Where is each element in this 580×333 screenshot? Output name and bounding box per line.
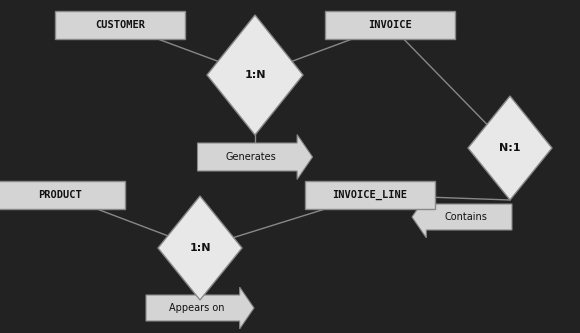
Text: Contains: Contains — [444, 212, 487, 222]
Text: Generates: Generates — [226, 152, 277, 162]
Text: Appears on: Appears on — [169, 303, 224, 313]
Text: INVOICE: INVOICE — [368, 20, 412, 30]
Polygon shape — [412, 196, 512, 238]
Text: 1:N: 1:N — [244, 70, 266, 80]
FancyBboxPatch shape — [325, 11, 455, 39]
Polygon shape — [207, 15, 303, 135]
Polygon shape — [468, 96, 552, 200]
Text: CUSTOMER: CUSTOMER — [95, 20, 145, 30]
Text: 1:N: 1:N — [189, 243, 211, 253]
FancyBboxPatch shape — [305, 181, 435, 209]
Polygon shape — [146, 287, 254, 329]
Text: INVOICE_LINE: INVOICE_LINE — [332, 190, 408, 200]
FancyBboxPatch shape — [55, 11, 185, 39]
Text: N:1: N:1 — [499, 143, 521, 153]
Text: PRODUCT: PRODUCT — [38, 190, 82, 200]
Polygon shape — [198, 135, 313, 179]
Polygon shape — [158, 196, 242, 300]
FancyBboxPatch shape — [0, 181, 125, 209]
